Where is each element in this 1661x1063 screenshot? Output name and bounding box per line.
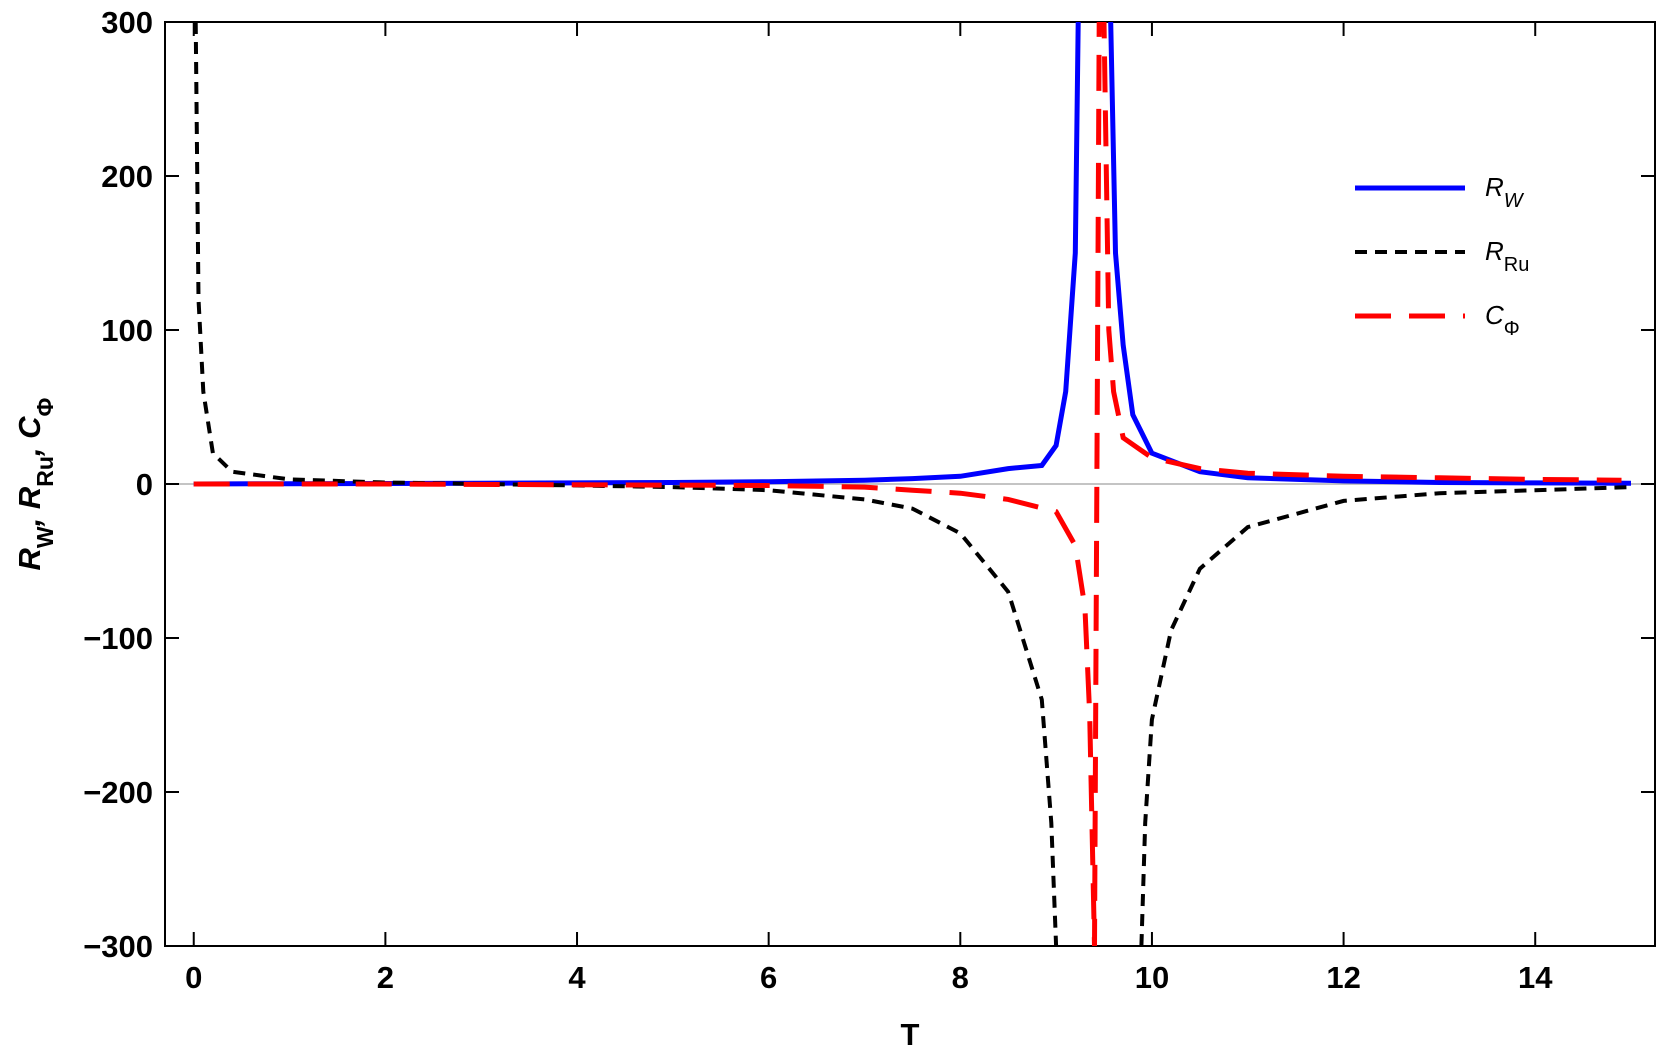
y-axis-title-part: Φ (32, 397, 58, 416)
legend-label-part: W (1504, 190, 1525, 212)
legend-label-part: Ru (1504, 254, 1530, 276)
legend-label-part: Φ (1504, 318, 1520, 340)
y-axis-title-part: , R (12, 486, 47, 527)
y-tick-label: −300 (83, 929, 153, 964)
series-line (193, 22, 1632, 946)
y-axis-title: RW, RRu, CΦ (12, 397, 58, 570)
legend-label: RW (1485, 172, 1525, 212)
y-tick-label: 200 (101, 159, 153, 194)
y-axis-title-part: Ru (32, 456, 58, 487)
x-tick-label: 2 (377, 960, 394, 995)
x-tick-label: 4 (568, 960, 586, 995)
series-line (193, 22, 1622, 946)
y-axis-title-part: W (32, 526, 58, 548)
y-tick-label: −100 (83, 621, 153, 656)
y-tick-label: 100 (101, 313, 153, 348)
x-tick-label: 6 (760, 960, 777, 995)
legend-label-part: C (1485, 300, 1504, 330)
y-tick-label: 300 (101, 5, 153, 40)
y-axis-title-part: , C (12, 416, 47, 457)
y-axis-title-part: R (12, 547, 47, 570)
legend-label: CΦ (1485, 300, 1520, 340)
x-tick-label: 10 (1135, 960, 1169, 995)
x-tick-label: 0 (185, 960, 202, 995)
legend-label: RRu (1485, 236, 1529, 276)
x-tick-label: 14 (1518, 960, 1553, 995)
x-tick-label: 12 (1326, 960, 1360, 995)
x-axis-title: T (901, 1017, 920, 1052)
y-tick-label: −200 (83, 775, 153, 810)
legend-label-part: R (1485, 172, 1504, 202)
plot-lines (193, 22, 1632, 946)
x-tick-label: 8 (952, 960, 969, 995)
y-tick-label: 0 (136, 467, 153, 502)
legend-label-part: R (1485, 236, 1504, 266)
